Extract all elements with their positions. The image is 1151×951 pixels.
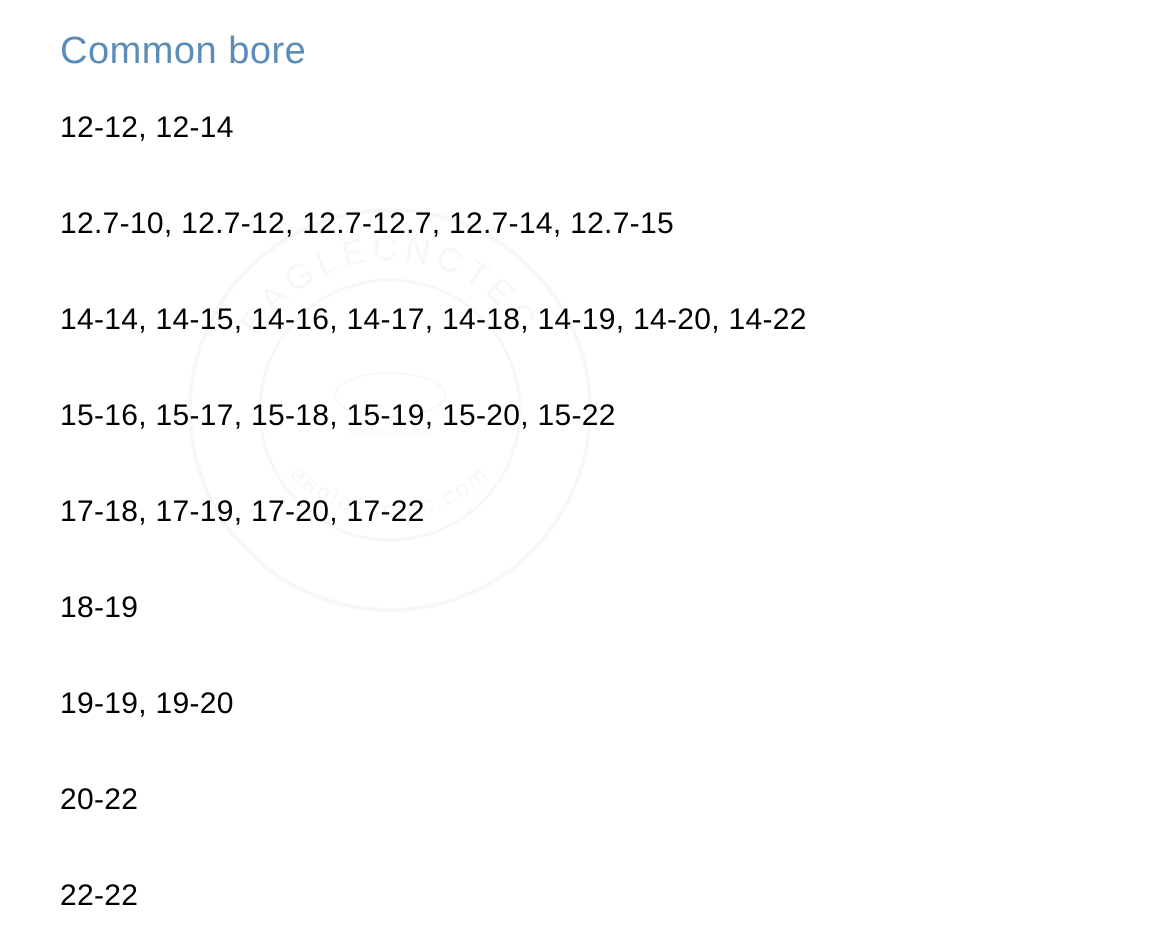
bore-size-line: 18-19 (60, 591, 1091, 625)
bore-size-line: 17-18, 17-19, 17-20, 17-22 (60, 495, 1091, 529)
bore-size-line: 14-14, 14-15, 14-16, 14-17, 14-18, 14-19… (60, 303, 1091, 337)
bore-size-line: 12.7-10, 12.7-12, 12.7-12.7, 12.7-14, 12… (60, 207, 1091, 241)
bore-size-line: 15-16, 15-17, 15-18, 15-19, 15-20, 15-22 (60, 399, 1091, 433)
bore-size-line: 22-22 (60, 879, 1091, 913)
document-content: Common bore 12-12, 12-14 12.7-10, 12.7-1… (60, 30, 1091, 913)
section-heading: Common bore (60, 30, 1091, 73)
bore-size-line: 19-19, 19-20 (60, 687, 1091, 721)
bore-size-line: 20-22 (60, 783, 1091, 817)
bore-size-line: 12-12, 12-14 (60, 111, 1091, 145)
